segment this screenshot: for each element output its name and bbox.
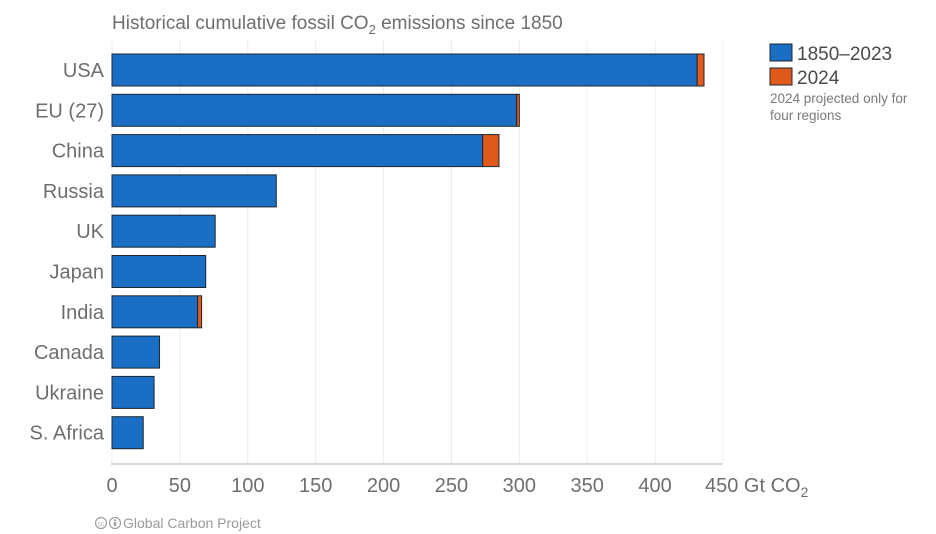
x-tick-label: 50	[169, 475, 191, 497]
bars	[111, 53, 705, 450]
bar-1850-2023	[111, 335, 161, 369]
x-tick-label: 100	[231, 475, 264, 497]
category-label: S. Africa	[30, 423, 105, 445]
x-unit-main: 450 Gt CO	[705, 475, 801, 497]
category-label: USA	[63, 60, 105, 82]
legend-note-line-2: four regions	[770, 108, 842, 123]
category-label: China	[52, 141, 105, 163]
bar-1850-2023	[111, 214, 216, 248]
category-label: Japan	[50, 262, 105, 284]
x-tick-label: 200	[367, 475, 400, 497]
bar-1850-2023	[111, 375, 155, 409]
bar-1850-2023	[111, 53, 698, 87]
x-unit-subscript: 2	[801, 484, 809, 500]
by-icon	[108, 516, 122, 530]
bar-1850-2023	[111, 255, 207, 288]
legend-swatch-2024	[769, 67, 793, 86]
bar-2024	[516, 93, 520, 127]
bar-1850-2023	[111, 295, 199, 329]
category-label: EU (27)	[35, 100, 104, 122]
credit-text: Global Carbon Project	[123, 515, 261, 531]
x-tick-label: 0	[106, 475, 117, 497]
legend-label-2024: 2024	[797, 68, 840, 89]
legend-swatch-1850-2023	[769, 43, 793, 62]
bar-2024	[696, 53, 705, 87]
bar-1850-2023	[111, 174, 277, 208]
x-tick-label: 300	[503, 475, 536, 497]
chart-title-tail: emissions since 1850	[376, 13, 563, 34]
x-tick-label: 250	[435, 475, 468, 497]
credit: cc Global Carbon Project	[94, 515, 261, 531]
category-label: India	[61, 302, 105, 324]
x-tick-label: 400	[638, 475, 671, 497]
bar-1850-2023	[111, 416, 144, 450]
legend: 1850–2023 2024 2024 projected only for f…	[769, 43, 908, 123]
bar-2024	[197, 295, 203, 329]
category-label: Ukraine	[35, 382, 104, 404]
category-label: Russia	[43, 181, 105, 203]
bar-1850-2023	[111, 134, 484, 168]
legend-note-line-1: 2024 projected only for	[770, 91, 908, 106]
legend-label-1850-2023: 1850–2023	[797, 44, 892, 65]
chart-title: Historical cumulative fossil CO2 emissio…	[112, 13, 563, 37]
bar-1850-2023	[111, 93, 518, 127]
cc-icon: cc	[94, 516, 108, 530]
x-axis-unit-label: 450 Gt CO2	[705, 475, 809, 500]
category-labels: USA EU (27) China Russia UK Japan India Canada U…	[30, 60, 105, 445]
x-tick-label: 150	[299, 475, 332, 497]
bar-2024	[482, 134, 500, 168]
x-tick-label: 350	[571, 475, 604, 497]
svg-text:cc: cc	[98, 522, 104, 528]
category-label: UK	[76, 221, 104, 243]
x-tick-labels: 0 50 100 150 200 250 300 350 400	[106, 475, 671, 497]
chart-title-main: Historical cumulative fossil CO	[112, 13, 369, 34]
category-label: Canada	[34, 342, 105, 364]
chart-title-subscript: 2	[369, 22, 376, 37]
